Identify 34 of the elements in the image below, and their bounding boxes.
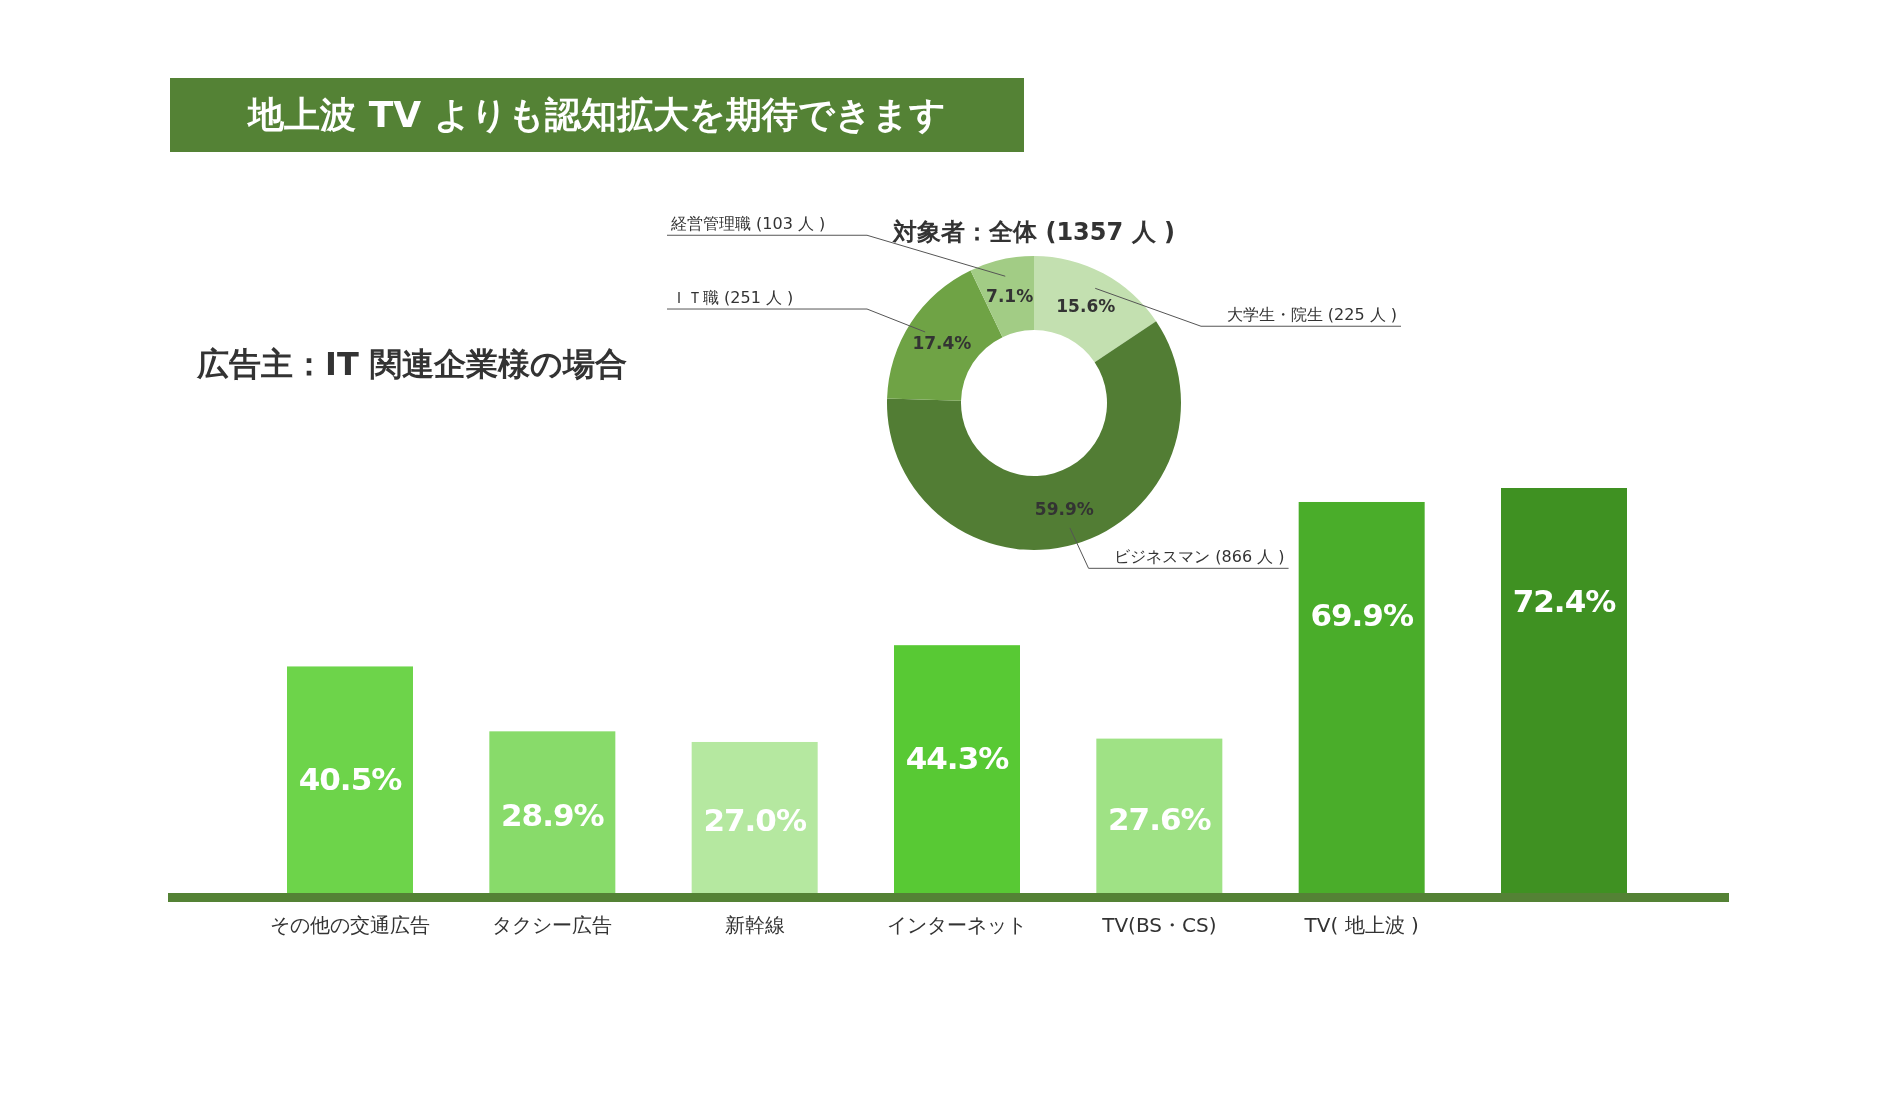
donut-slice (970, 256, 1034, 338)
x-tick-label: TV( 地上波 ) (1303, 913, 1419, 937)
data-label: 44.3% (905, 740, 1010, 777)
chart-title: 地上波 TV よりも認知拡大を期待できます (246, 94, 946, 135)
x-tick-label: その他の交通広告 (270, 913, 430, 937)
chart-subtitle: 広告主：IT 関連企業様の場合 (196, 345, 627, 383)
bar (894, 645, 1020, 893)
data-label: 17.4% (912, 332, 972, 353)
slice-label: 経営管理職 (103 人 ) (670, 214, 826, 234)
data-label: 7.1% (986, 285, 1034, 306)
bar (287, 666, 413, 893)
data-label: 27.0% (703, 802, 807, 839)
bar (489, 731, 616, 893)
data-label: 69.9% (1310, 596, 1414, 633)
slice-label: ＩＴ職 (251 人 ) (671, 288, 794, 308)
chart-title: 対象者：全体 (1357 人 ) (892, 218, 1175, 246)
donut-slice (887, 321, 1181, 550)
data-label: 72.4% (1512, 583, 1617, 619)
data-label: 27.6% (1108, 800, 1212, 837)
x-tick-label: TV(BS・CS) (1101, 913, 1217, 937)
data-label: 40.5% (298, 761, 403, 798)
bar (691, 741, 818, 893)
x-tick-label: インターネット (887, 913, 1027, 937)
bar (1298, 501, 1425, 893)
data-label: 15.6% (1056, 295, 1116, 316)
donut-slice (1034, 256, 1157, 363)
bar (1501, 488, 1627, 893)
data-label: 28.9% (501, 797, 605, 834)
x-tick-label: タクシー広告 (492, 913, 613, 937)
bar (1096, 738, 1223, 893)
slice-label: 大学生・院生 (225 人 ) (1226, 305, 1397, 325)
slice-label: ビジネスマン (866 人 ) (1114, 547, 1285, 567)
data-label: 59.9% (1034, 498, 1094, 519)
x-tick-label: 新幹線 (724, 913, 785, 937)
